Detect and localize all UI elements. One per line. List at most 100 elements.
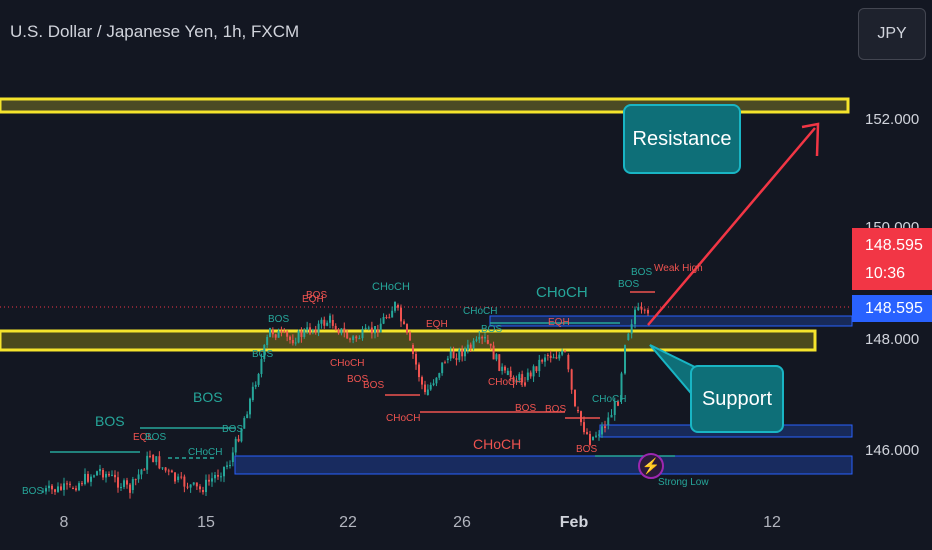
candle-body: [634, 309, 636, 325]
candle-body: [177, 476, 180, 480]
candle-body: [643, 309, 646, 311]
candle-body: [418, 364, 420, 378]
candle-body: [42, 491, 44, 493]
candle-body: [78, 483, 80, 491]
candle-body: [111, 474, 113, 476]
candle-body: [286, 331, 289, 337]
candle-body: [367, 327, 370, 329]
candle-body: [84, 473, 86, 485]
bos-marker: BOS: [618, 279, 639, 290]
candle-body: [114, 474, 116, 478]
trend-arrow-line: [647, 127, 816, 326]
candle-body: [397, 305, 399, 308]
candle-body: [343, 328, 346, 333]
candle-body: [72, 488, 74, 489]
lightning-icon[interactable]: ⚡: [638, 453, 664, 479]
candle-body: [149, 455, 151, 457]
candle-body: [388, 317, 391, 319]
candle-body: [323, 319, 326, 326]
candle-body: [558, 354, 561, 359]
candle-body: [452, 351, 455, 359]
candle-body: [326, 322, 329, 326]
candle-body: [484, 336, 486, 339]
candle-body: [317, 323, 320, 333]
candle-body: [607, 417, 610, 425]
candle-body: [535, 366, 538, 372]
candle-body: [370, 327, 373, 334]
candle-body: [580, 411, 582, 423]
candle-body: [251, 386, 254, 400]
candle-body: [412, 345, 414, 354]
bar-countdown: 10:36: [865, 265, 906, 282]
candle-body: [57, 486, 59, 492]
candle-body: [63, 483, 65, 490]
bos-marker: BOS: [145, 432, 166, 443]
candle-body: [406, 324, 408, 333]
candle-body: [243, 418, 246, 429]
candle-body: [96, 471, 98, 476]
candle-body: [231, 452, 234, 462]
candle-body: [266, 337, 269, 346]
candle-body: [498, 354, 501, 371]
candle-body: [108, 473, 110, 476]
bos-marker: BOS: [545, 404, 566, 415]
support-callout[interactable]: Support: [690, 365, 784, 433]
candle-body: [481, 336, 484, 339]
choch-marker: CHoCH: [372, 281, 410, 293]
candle-body: [409, 332, 411, 341]
choch-marker: CHoCH: [386, 413, 420, 424]
candle-body: [331, 320, 334, 326]
candle-body: [69, 483, 71, 485]
candle-body: [421, 377, 423, 385]
candle-body: [51, 485, 53, 490]
candle-body: [294, 342, 297, 344]
resistance-callout[interactable]: Resistance: [623, 104, 741, 174]
candle-body: [170, 470, 173, 473]
chart-title: U.S. Dollar / Japanese Yen, 1h, FXCM: [10, 22, 300, 41]
candle-body: [240, 428, 243, 442]
candle-body: [567, 355, 570, 370]
candle-body: [432, 383, 435, 385]
candle-body: [340, 328, 343, 334]
candle-body: [449, 351, 452, 359]
candle-body: [349, 338, 351, 340]
candle-body: [617, 401, 619, 406]
candle-body: [311, 329, 314, 331]
candle-body: [512, 377, 515, 383]
candle-body: [358, 338, 361, 340]
candle-body: [303, 330, 306, 337]
trend-arrow-head: [801, 122, 820, 157]
currency-button[interactable]: JPY: [858, 8, 926, 60]
candle-body: [346, 332, 349, 339]
candle-body: [561, 350, 564, 355]
candle-body: [220, 476, 222, 478]
candle-body: [131, 479, 134, 490]
candle-body: [246, 414, 249, 419]
candle-body: [87, 473, 89, 482]
candle-body: [586, 432, 588, 435]
candle-body: [283, 331, 286, 333]
candle-body: [549, 355, 552, 359]
candle-body: [624, 345, 626, 374]
candle-body: [501, 366, 504, 371]
candle-body: [134, 479, 137, 481]
candle-body: [515, 379, 518, 383]
candle-body: [195, 482, 198, 487]
bos-marker: BOS: [252, 349, 273, 360]
choch-marker: CHoCH: [188, 447, 222, 458]
candle-body: [202, 490, 204, 493]
candle-body: [155, 456, 158, 463]
candle-body: [647, 310, 649, 314]
candle-body: [192, 482, 195, 485]
candle-body: [444, 362, 446, 364]
eqh-marker: EQL: [133, 432, 153, 443]
candle-body: [102, 470, 104, 478]
choch-marker: CHoCH: [463, 306, 497, 317]
candle-body: [186, 486, 189, 488]
candle-body: [66, 483, 68, 485]
bos-marker: BOS: [363, 380, 384, 391]
candle-body: [464, 348, 466, 357]
candle-body: [486, 340, 489, 344]
candle-body: [54, 489, 56, 492]
